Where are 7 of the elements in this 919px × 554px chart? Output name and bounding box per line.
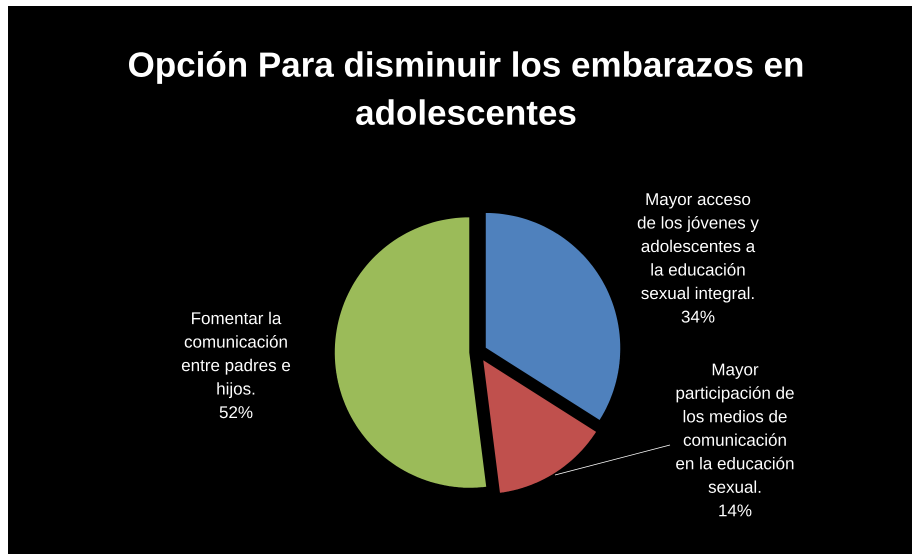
slice-label: Mayor acceso de los jóvenes y adolescentes a la educación sexual integral.	[638, 193, 759, 303]
chart-title: Opción Para disminuir los embarazos en adolescentes	[129, 50, 802, 125]
data-label: 52%	[220, 406, 252, 418]
slice-label: Fomentar la comunicación entre padres e hijos.	[182, 312, 290, 398]
data-label: 14%	[719, 504, 752, 516]
slice-label: Mayor participación de los medios de comunicación en la educación sexual.	[676, 364, 794, 493]
data-label: 34%	[682, 310, 714, 323]
